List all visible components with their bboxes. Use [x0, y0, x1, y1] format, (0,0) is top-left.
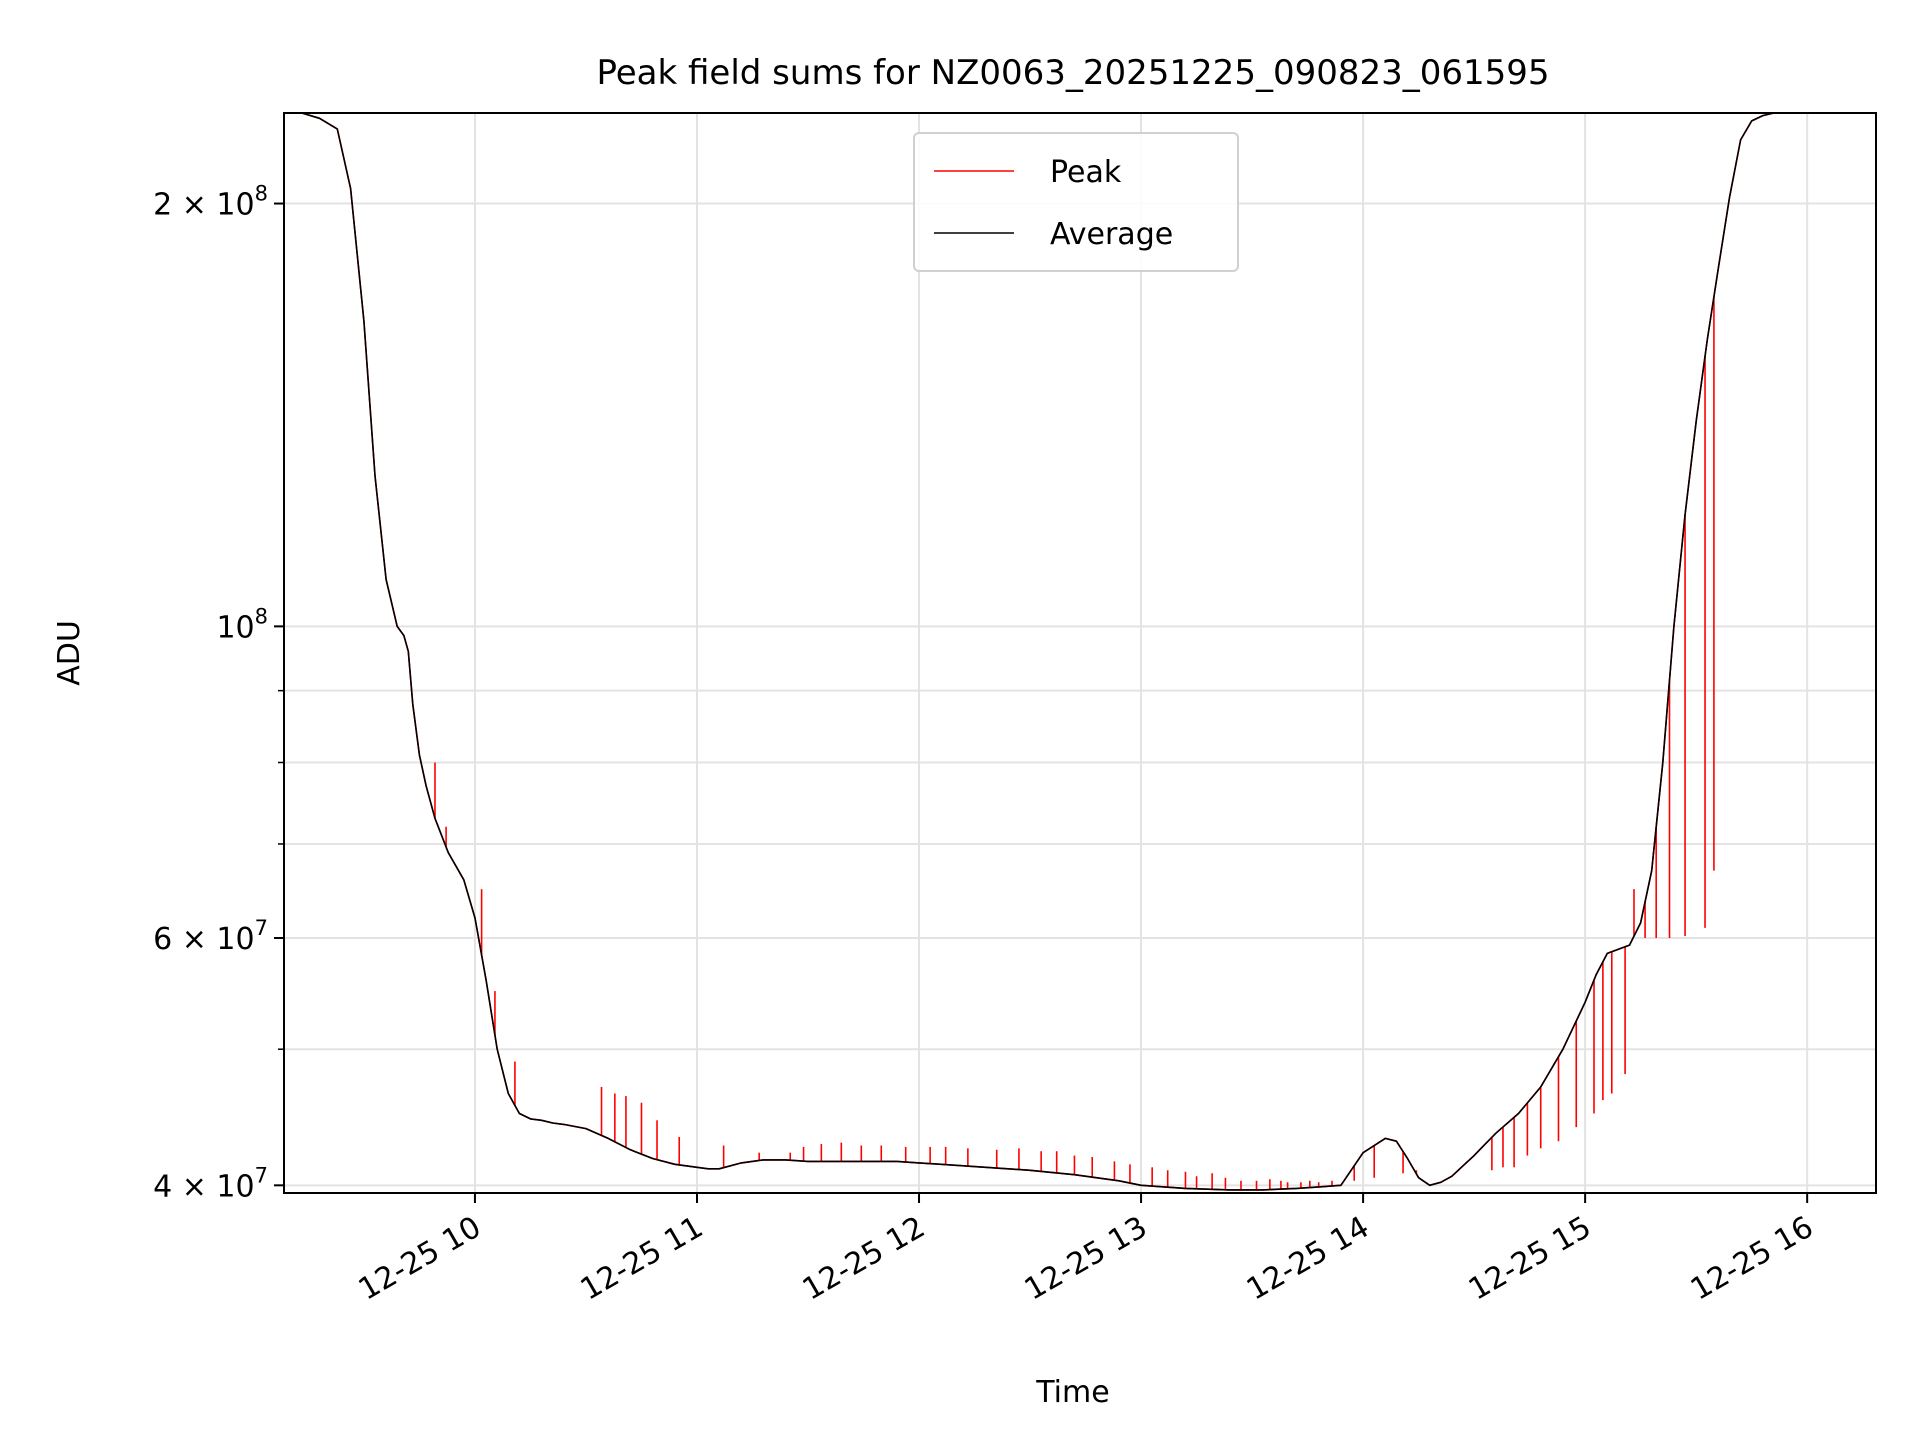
y-tick-mantissa: 6 × 10 — [153, 922, 254, 957]
average-series — [284, 113, 1876, 1191]
legend-frame — [913, 132, 1239, 272]
y-axis-label: ADU — [52, 620, 87, 686]
y-tick-exponent: 7 — [255, 1163, 268, 1187]
y-tick-label: 2 × 108 — [153, 182, 268, 223]
y-tick-label: 4 × 107 — [153, 1163, 268, 1204]
legend-label-average: Average — [1050, 217, 1173, 252]
chart-title: Peak field sums for NZ0063_20251225_0908… — [596, 53, 1549, 93]
y-tick-mantissa: 2 × 10 — [153, 188, 254, 223]
y-tick-exponent: 8 — [255, 604, 268, 628]
y-tick-mantissa: 4 × 10 — [153, 1169, 254, 1204]
legend-label-peak: Peak — [1050, 155, 1122, 190]
y-tick-label: 108 — [216, 604, 268, 645]
x-axis-label: Time — [1035, 1375, 1109, 1410]
y-tick-exponent: 8 — [255, 182, 268, 206]
y-tick-mantissa: 10 — [216, 610, 254, 645]
y-tick-exponent: 7 — [255, 916, 268, 940]
legend: Peak Average — [913, 132, 1239, 272]
axes-frame — [283, 112, 1877, 1194]
y-tick-label: 6 × 107 — [153, 916, 268, 957]
average-line — [284, 113, 1876, 1191]
